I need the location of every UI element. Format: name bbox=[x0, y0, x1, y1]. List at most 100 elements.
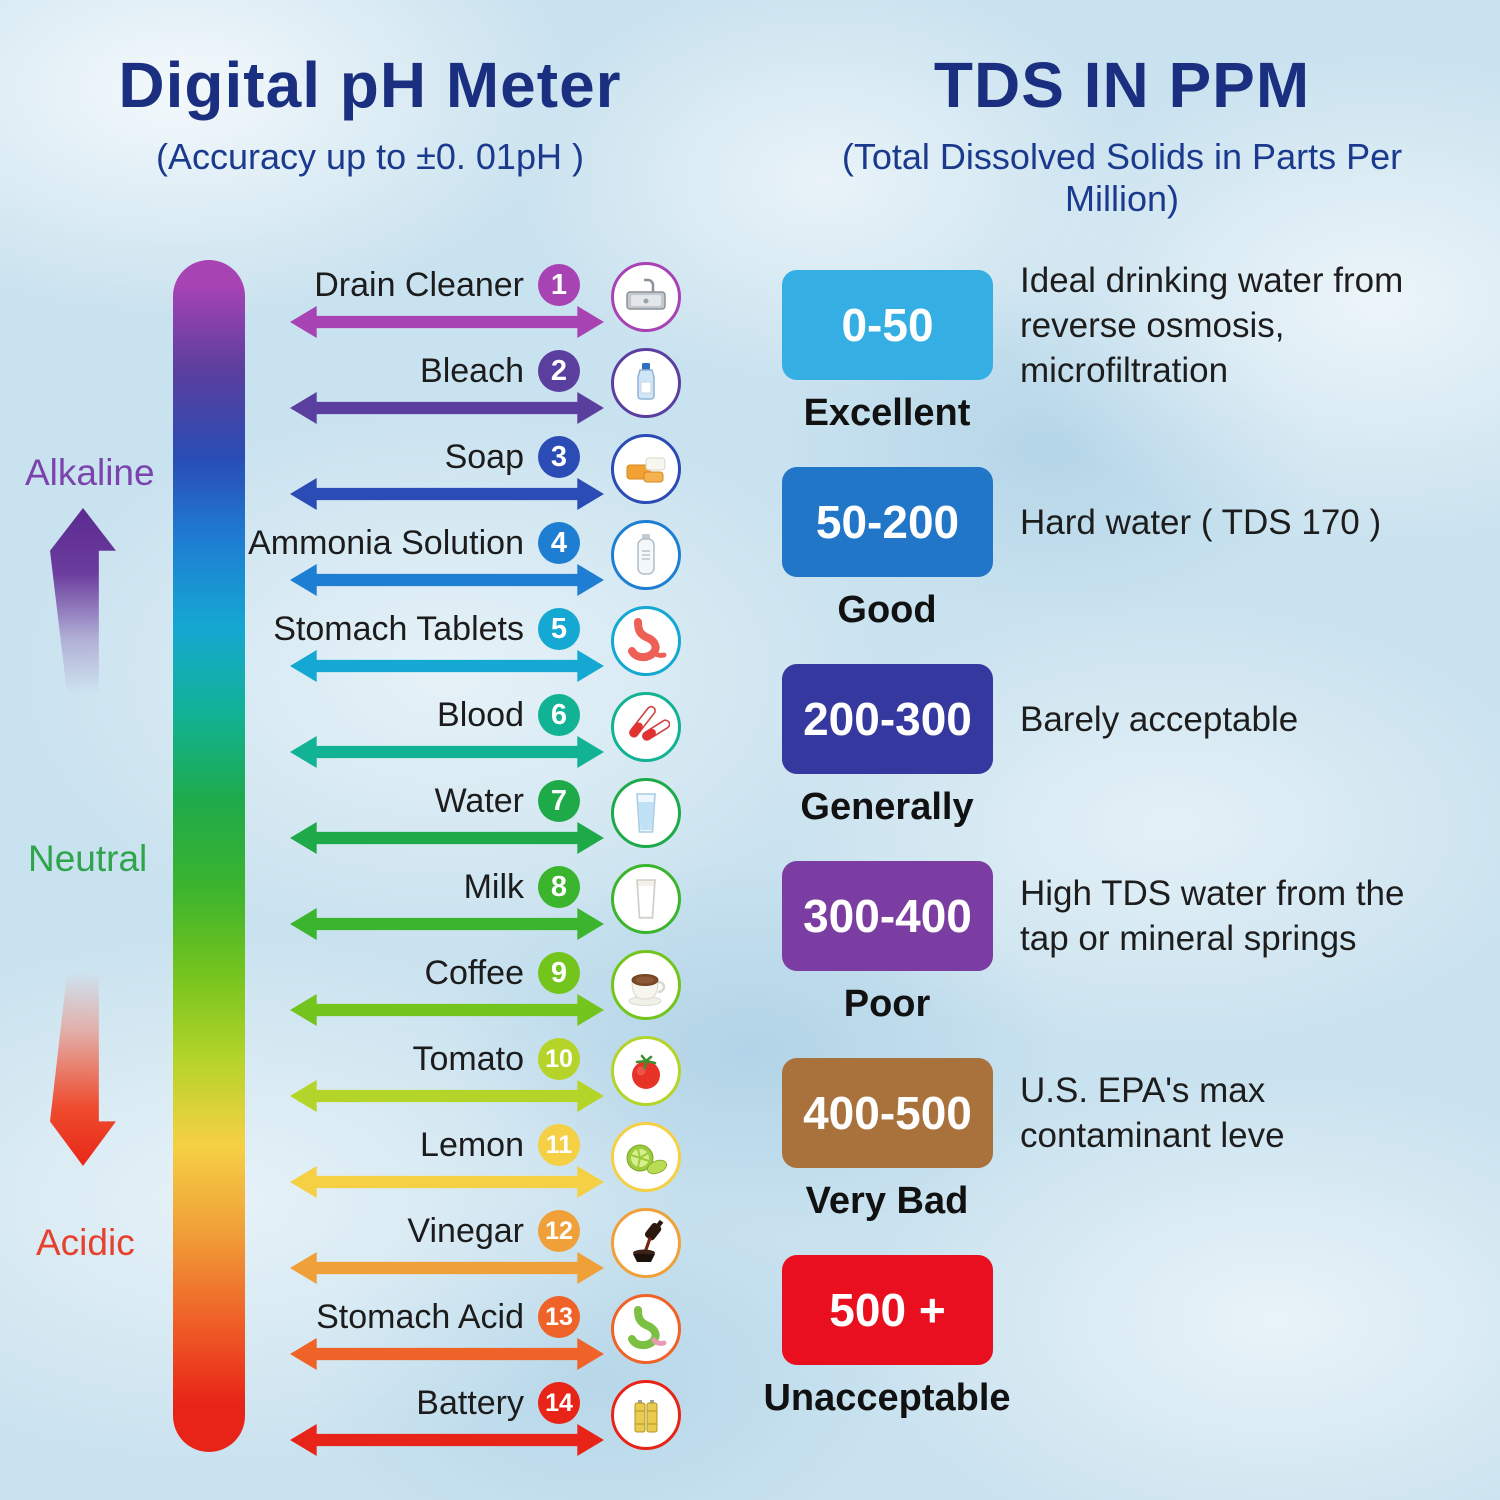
tds-title: TDS IN PPM bbox=[933, 49, 1311, 121]
tds-description: Ideal drinking water from reverse osmosis… bbox=[1020, 261, 1460, 390]
tds-range-box: 200-300 bbox=[782, 664, 993, 774]
ph-item-label: Milk bbox=[463, 867, 524, 906]
ph-item-label: Water bbox=[434, 781, 524, 820]
tds-rating-label: Generally bbox=[800, 786, 974, 828]
ph-item-double-arrow-icon bbox=[290, 564, 604, 596]
bleach-bottle-icon bbox=[611, 348, 681, 418]
soap-bars-icon bbox=[611, 434, 681, 504]
stomach-acid-icon bbox=[611, 1294, 681, 1364]
test-tubes-icon bbox=[611, 692, 681, 762]
ph-item-row: Soap 3 bbox=[160, 435, 580, 479]
vinegar-pour-icon bbox=[611, 1208, 681, 1278]
ph-item-double-arrow-icon bbox=[290, 306, 604, 338]
ph-item-label: Tomato bbox=[412, 1039, 525, 1078]
tds-range-box: 300-400 bbox=[782, 861, 993, 971]
tds-range-box: 50-200 bbox=[782, 467, 993, 577]
ph-item-number-badge: 10 bbox=[538, 1038, 580, 1080]
ph-item-double-arrow-icon bbox=[290, 478, 604, 510]
ph-item-double-arrow-icon bbox=[290, 650, 604, 682]
ph-item-label: Drain Cleaner bbox=[314, 265, 524, 304]
tds-subtitle: (Total Dissolved Solids in Parts Per Mil… bbox=[841, 136, 1403, 219]
ph-item-label: Blood bbox=[437, 695, 524, 734]
ph-item-double-arrow-icon bbox=[290, 1252, 604, 1284]
tds-description-line: microfiltration bbox=[1020, 350, 1229, 390]
ph-item-row: Milk 8 bbox=[160, 865, 580, 909]
tds-rating-label: Unacceptable bbox=[763, 1377, 1011, 1419]
ph-item-double-arrow-icon bbox=[290, 736, 604, 768]
ph-item-row: Water 7 bbox=[160, 779, 580, 823]
ph-item-row: Vinegar 12 bbox=[160, 1209, 580, 1253]
ph-item-number-badge: 7 bbox=[538, 780, 580, 822]
ph-item-label: Soap bbox=[444, 437, 524, 476]
ph-item-row: Blood 6 bbox=[160, 693, 580, 737]
tds-range-box: 0-50 bbox=[782, 270, 993, 380]
ph-item-number-badge: 6 bbox=[538, 694, 580, 736]
tomato-icon bbox=[611, 1036, 681, 1106]
ph-item-row: Battery 14 bbox=[160, 1381, 580, 1425]
ph-item-number-badge: 9 bbox=[538, 952, 580, 994]
acidic-down-arrow-icon bbox=[50, 972, 116, 1166]
ph-item-label: Bleach bbox=[420, 351, 524, 390]
ph-item-row: Coffee 9 bbox=[160, 951, 580, 995]
ph-item-number-badge: 5 bbox=[538, 608, 580, 650]
ph-item-double-arrow-icon bbox=[290, 392, 604, 424]
battery-icon bbox=[611, 1380, 681, 1450]
ph-item-number-badge: 8 bbox=[538, 866, 580, 908]
ph-scale-gradient-bar bbox=[173, 260, 245, 1452]
ph-item-row: Drain Cleaner 1 bbox=[160, 263, 580, 307]
ph-item-double-arrow-icon bbox=[290, 1080, 604, 1112]
ph-item-double-arrow-icon bbox=[290, 1424, 604, 1456]
ph-item-number-badge: 11 bbox=[538, 1124, 580, 1166]
ph-item-row: Lemon 11 bbox=[160, 1123, 580, 1167]
ph-item-label: Coffee bbox=[424, 953, 524, 992]
ph-item-number-badge: 12 bbox=[538, 1210, 580, 1252]
ph-item-double-arrow-icon bbox=[290, 908, 604, 940]
tds-description-line: Barely acceptable bbox=[1020, 699, 1299, 739]
tds-description-line: U.S. EPA's max bbox=[1020, 1071, 1266, 1110]
tds-header: TDS IN PPM (Total Dissolved Solids in Pa… bbox=[780, 48, 1464, 220]
ph-subtitle: (Accuracy up to ±0. 01pH ) bbox=[156, 136, 584, 177]
tds-description-line: High TDS water from the bbox=[1020, 874, 1405, 913]
ph-item-row: Tomato 10 bbox=[160, 1037, 580, 1081]
ph-item-row: Ammonia Solution 4 bbox=[160, 521, 580, 565]
ph-item-double-arrow-icon bbox=[290, 1338, 604, 1370]
ph-item-label: Battery bbox=[416, 1383, 524, 1422]
tds-rating-label: Excellent bbox=[803, 392, 971, 434]
ph-item-row: Stomach Acid 13 bbox=[160, 1295, 580, 1339]
acidic-label: Acidic bbox=[36, 1222, 135, 1263]
tds-description: U.S. EPA's max contaminant leve bbox=[1020, 1058, 1460, 1168]
ph-item-double-arrow-icon bbox=[290, 822, 604, 854]
tds-rating-label: Very Bad bbox=[805, 1180, 969, 1222]
tds-rating-label: Good bbox=[837, 589, 937, 631]
ph-item-number-badge: 2 bbox=[538, 350, 580, 392]
tds-description-line: Hard water ( TDS 170 ) bbox=[1020, 502, 1382, 542]
coffee-cup-icon bbox=[611, 950, 681, 1020]
ph-item-double-arrow-icon bbox=[290, 994, 604, 1026]
ph-item-number-badge: 13 bbox=[538, 1296, 580, 1338]
ph-item-label: Stomach Acid bbox=[316, 1297, 524, 1336]
ph-item-label: Vinegar bbox=[407, 1211, 524, 1250]
tds-range-box: 400-500 bbox=[782, 1058, 993, 1168]
tds-description: High TDS water from the tap or mineral sp… bbox=[1020, 861, 1460, 971]
neutral-label: Neutral bbox=[28, 838, 148, 879]
ph-item-label: Ammonia Solution bbox=[248, 523, 524, 562]
alkaline-up-arrow-icon bbox=[50, 508, 116, 694]
alkaline-label: Alkaline bbox=[25, 452, 155, 493]
sink-icon bbox=[611, 262, 681, 332]
ph-item-row: Bleach 2 bbox=[160, 349, 580, 393]
ph-item-double-arrow-icon bbox=[290, 1166, 604, 1198]
milk-glass-icon bbox=[611, 864, 681, 934]
lemon-icon bbox=[611, 1122, 681, 1192]
ph-item-label: Lemon bbox=[420, 1125, 524, 1164]
tds-description-line: reverse osmosis, bbox=[1020, 305, 1285, 345]
stomach-icon bbox=[611, 606, 681, 676]
tds-description: Hard water ( TDS 170 ) bbox=[1020, 467, 1460, 577]
tds-description-line: contaminant leve bbox=[1020, 1116, 1285, 1155]
ph-header: Digital pH Meter (Accuracy up to ±0. 01p… bbox=[40, 48, 700, 178]
tds-description-line: tap or mineral springs bbox=[1020, 919, 1357, 958]
ph-item-number-badge: 4 bbox=[538, 522, 580, 564]
tds-description: Barely acceptable bbox=[1020, 664, 1460, 774]
ph-title: Digital pH Meter bbox=[118, 49, 622, 121]
water-glass-icon bbox=[611, 778, 681, 848]
